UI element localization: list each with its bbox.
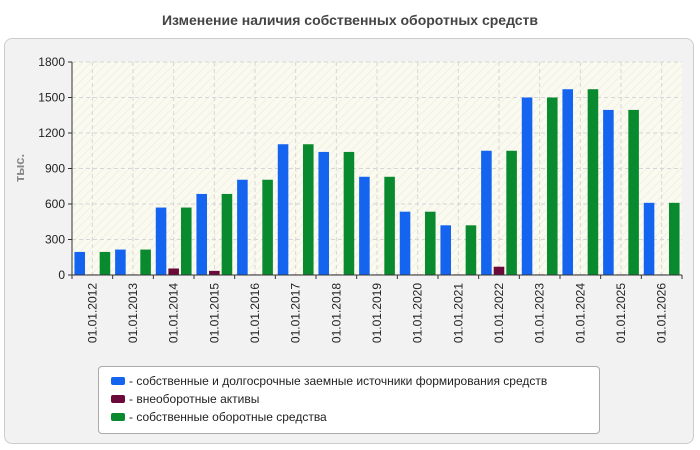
y-axis-label: тыс. [12,154,27,182]
x-tick-label: 01.01.2026 [655,283,669,343]
bar-working-capital [465,225,477,275]
bar-working-capital [628,109,639,275]
x-tick-label: 01.01.2020 [411,283,425,343]
bar-noncurrent-assets [168,268,179,275]
y-tick-label: 1800 [38,55,65,69]
legend-item-noncurrent-assets: - внеоборотные активы [111,390,599,408]
legend-swatch-sources [111,377,125,385]
x-tick-label: 01.01.2018 [329,283,343,343]
bar-sources [155,207,167,275]
y-tick-label: 900 [45,162,65,176]
y-tick-label: 600 [45,197,65,211]
legend-label-working-capital: - собственные оборотные средства [129,410,327,424]
x-tick-label: 01.01.2021 [451,283,465,343]
bar-working-capital [587,89,599,275]
legend-label-noncurrent-assets: - внеоборотные активы [129,392,260,406]
x-tick-label: 01.01.2022 [492,283,506,343]
x-tick-label: 01.01.2014 [167,283,181,343]
bar-working-capital [384,176,395,275]
y-tick-label: 0 [58,268,65,282]
bar-noncurrent-assets [209,270,220,275]
x-tick-label: 01.01.2016 [248,283,262,343]
bar-working-capital [424,211,436,275]
x-tick-labels: 01.01.2012 01.01.2013 01.01.2014 01.01.2015… [85,283,668,343]
x-tick-label: 01.01.2013 [126,283,140,343]
y-tick-label: 300 [45,233,65,247]
x-tick-label: 01.01.2012 [85,283,99,343]
x-tick-label: 01.01.2015 [207,283,221,343]
bar-marks [74,89,680,275]
legend-swatch-noncurrent-assets [111,395,125,403]
bar-working-capital [302,144,314,275]
bar-sources [237,179,248,275]
legend-item-sources: - собственные и долгосрочные заемные ист… [111,372,599,390]
bar-sources [196,193,208,275]
bar-sources [562,89,574,275]
bar-working-capital [180,207,192,275]
legend-swatch-working-capital [111,413,125,421]
y-tick-label: 1500 [38,91,65,105]
bar-sources [440,225,452,275]
bar-working-capital [140,249,151,275]
y-tick-label: 1200 [38,126,65,140]
axes [68,61,683,279]
bar-working-capital [668,202,680,275]
x-tick-label: 01.01.2019 [370,283,384,343]
bar-working-capital [506,150,517,275]
x-tick-label: 01.01.2023 [533,283,547,343]
bar-sources [481,150,492,275]
bar-sources [603,109,614,275]
legend-label-sources: - собственные и долгосрочные заемные ист… [129,374,548,388]
bar-sources [115,249,126,275]
bar-working-capital [262,179,273,275]
chart-legend: - собственные и долгосрочные заемные ист… [98,366,600,434]
bar-sources [359,176,370,275]
bar-working-capital [221,193,233,275]
bar-working-capital [546,97,558,275]
bar-sources [277,144,289,275]
grid-lines [72,61,682,275]
bar-sources [643,202,655,275]
bar-sources [399,211,411,275]
chart-title: Изменение наличия собственных оборотных … [161,12,539,28]
bar-working-capital [343,151,355,275]
bar-working-capital [99,251,111,275]
bar-sources [74,251,86,275]
bar-sources [521,97,533,275]
bar-noncurrent-assets [493,266,505,275]
legend-item-working-capital: - собственные оборотные средства [111,408,599,426]
x-tick-label: 01.01.2017 [289,283,303,343]
y-tick-labels: 0 300 600 900 1200 1500 1800 [38,55,65,282]
x-tick-label: 01.01.2025 [614,283,628,343]
x-tick-label: 01.01.2024 [573,283,587,343]
bar-sources [318,151,330,275]
